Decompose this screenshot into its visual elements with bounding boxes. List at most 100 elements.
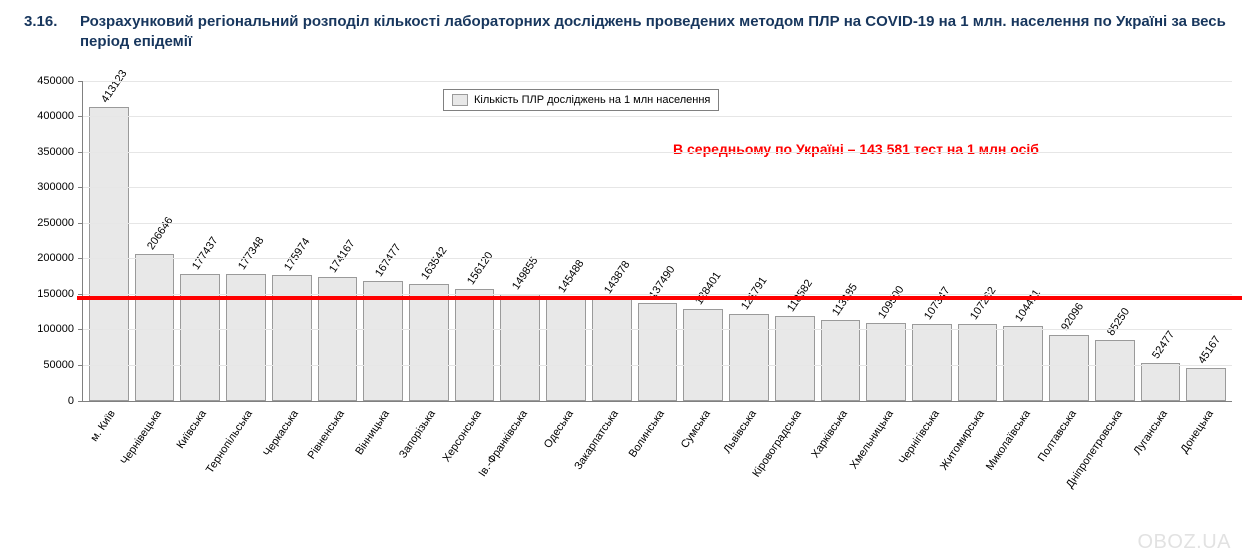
x-tick-label: Херсонська	[441, 408, 484, 464]
bar-column: 128401	[683, 309, 723, 400]
bar-column: 206646	[135, 254, 175, 401]
y-tick-label: 450000	[20, 75, 74, 87]
x-tick-label: Ів.-Франківська	[476, 408, 529, 479]
bar-value-label: 92096	[1059, 301, 1086, 333]
y-tick-label: 350000	[20, 146, 74, 158]
section-title: Розрахунковий регіональний розподіл кіль…	[80, 12, 1235, 53]
bar-value-label: 177437	[190, 235, 220, 272]
bar	[866, 323, 906, 401]
gridline	[83, 258, 1232, 259]
bar	[638, 303, 678, 401]
bar-column: 121791	[729, 314, 769, 401]
bar	[1141, 363, 1181, 400]
x-axis: м. КиївЧернівецькаКиївськаТернопільськаЧ…	[82, 402, 1232, 542]
bar	[135, 254, 175, 401]
x-tick-label: Львівська	[721, 408, 759, 456]
x-tick-label: Хмельницька	[848, 408, 896, 471]
section-heading: 3.16. Розрахунковий регіональний розподі…	[24, 12, 1235, 53]
bar-column: 143878	[592, 298, 632, 400]
bar-column: 109500	[866, 323, 906, 401]
x-tick-label: Запорізька	[397, 408, 438, 461]
y-tick-mark	[78, 258, 83, 259]
x-tick-label: Полтавська	[1036, 408, 1079, 464]
bar-column: 107347	[912, 324, 952, 400]
x-tick-label: Черкаська	[261, 408, 301, 459]
bar	[1095, 340, 1135, 401]
average-line	[77, 296, 1242, 300]
x-tick-label: Чернігівська	[897, 408, 942, 467]
bar-value-label: 143878	[602, 259, 632, 296]
x-tick-label: Чернівецька	[118, 408, 163, 467]
x-tick-label: Київська	[175, 408, 209, 451]
y-tick-label: 50000	[20, 359, 74, 371]
bar	[683, 309, 723, 400]
y-tick-mark	[78, 294, 83, 295]
gridline	[83, 187, 1232, 188]
plot-area: Кількість ПЛР досліджень на 1 млн населе…	[82, 81, 1232, 402]
y-tick-mark	[78, 81, 83, 82]
bar-column: 45167	[1186, 368, 1226, 400]
gridline	[83, 152, 1232, 153]
bar-value-label: 45167	[1196, 334, 1223, 366]
x-tick-label: Харківська	[809, 408, 850, 460]
bar-value-label: 167477	[373, 242, 403, 279]
gridline	[83, 294, 1232, 295]
watermark: OBOZ.UA	[1137, 531, 1231, 554]
x-tick-label: м. Київ	[88, 408, 118, 444]
x-tick-label: Луганська	[1132, 408, 1171, 457]
bar-column: 145488	[546, 297, 586, 400]
y-tick-label: 0	[20, 395, 74, 407]
bar-value-label: 52477	[1150, 329, 1177, 361]
x-tick-label: Донецька	[1179, 408, 1216, 455]
y-tick-label: 300000	[20, 181, 74, 193]
bar-value-label: 413123	[99, 68, 129, 105]
x-tick-label: Тернопільська	[204, 408, 255, 476]
bar	[912, 324, 952, 400]
bars-group: 4131232066461774371773481759741741671674…	[83, 81, 1232, 401]
x-tick-label: Рівненська	[305, 408, 346, 461]
bar	[500, 294, 540, 401]
y-tick-mark	[78, 116, 83, 117]
gridline	[83, 81, 1232, 82]
y-tick-mark	[78, 365, 83, 366]
bar-column: 163542	[409, 284, 449, 400]
y-tick-mark	[78, 187, 83, 188]
bar-value-label: 156120	[465, 250, 495, 287]
bar	[729, 314, 769, 401]
section-number: 3.16.	[24, 12, 70, 53]
bar-column: 113185	[821, 320, 861, 400]
bar	[592, 298, 632, 400]
bar-column: 149855	[500, 294, 540, 401]
bar	[821, 320, 861, 400]
bar-column: 52477	[1141, 363, 1181, 400]
bar-value-label: 107262	[968, 285, 998, 322]
x-tick-label: Вінницька	[354, 408, 393, 457]
bar	[546, 297, 586, 400]
bar-value-label: 109500	[876, 283, 906, 320]
bar-value-label: 163542	[419, 245, 449, 282]
y-tick-label: 150000	[20, 288, 74, 300]
bar-value-label: 177348	[236, 235, 266, 272]
bar-column: 85250	[1095, 340, 1135, 401]
gridline	[83, 329, 1232, 330]
bar	[455, 289, 495, 400]
y-tick-mark	[78, 329, 83, 330]
bar-column: 92096	[1049, 335, 1089, 400]
y-tick-label: 400000	[20, 110, 74, 122]
bar-value-label: 174167	[328, 238, 358, 275]
bar-value-label: 175974	[282, 236, 312, 273]
y-tick-mark	[78, 223, 83, 224]
bar-column: 104411	[1003, 326, 1043, 400]
bar-column: 107262	[958, 324, 998, 400]
bar-value-label: 145488	[556, 258, 586, 295]
gridline	[83, 116, 1232, 117]
bar	[1003, 326, 1043, 400]
y-tick-label: 200000	[20, 252, 74, 264]
bar	[409, 284, 449, 400]
bar-value-label: 149855	[510, 255, 540, 292]
bar-column: 174167	[318, 277, 358, 401]
y-tick-label: 250000	[20, 217, 74, 229]
y-tick-label: 100000	[20, 323, 74, 335]
gridline	[83, 223, 1232, 224]
x-tick-label: Волинська	[627, 408, 667, 460]
